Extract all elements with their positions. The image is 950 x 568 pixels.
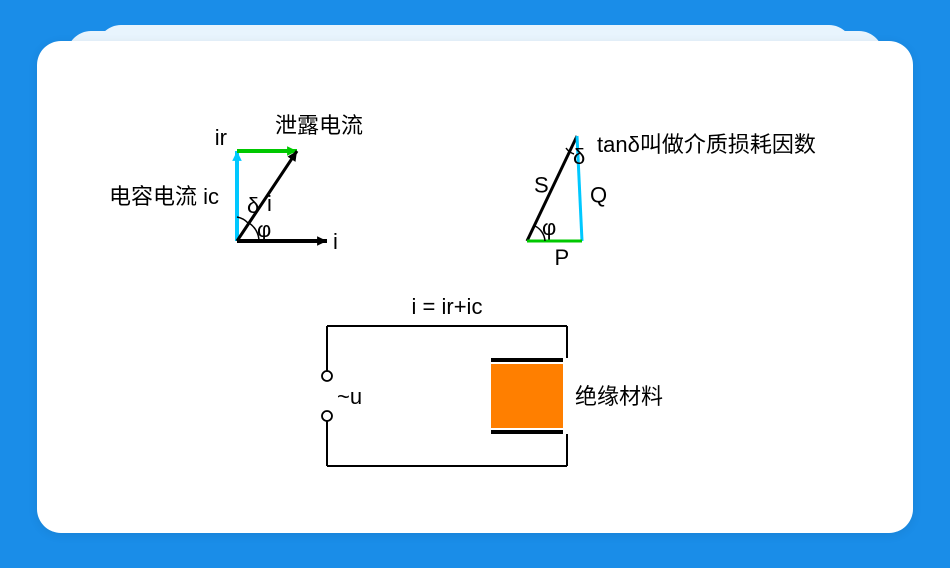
- leakage-current-label: 泄露电流: [275, 113, 363, 138]
- delta-label: δ: [247, 193, 259, 218]
- source-terminal-bottom: [322, 411, 332, 421]
- source-label: ~u: [337, 384, 362, 409]
- ir-label: ir: [215, 125, 227, 150]
- Q-label: Q: [590, 183, 607, 208]
- phi-label: φ: [257, 217, 271, 242]
- material-label: 绝缘材料: [575, 384, 663, 409]
- triangle-delta-label: δ: [573, 144, 585, 169]
- capacitive-current-label: 电容电流 ic: [109, 184, 219, 209]
- diagram-svg: iir泄露电流电容电流 icδφiSQPδφtanδ叫做介质损耗因数i = ir…: [37, 41, 913, 533]
- triangle-phi-label: φ: [542, 215, 556, 240]
- source-terminal-top: [322, 371, 332, 381]
- equation-label: i = ir+ic: [412, 294, 483, 319]
- S-label: S: [534, 173, 549, 198]
- axis-i-label: i: [333, 229, 338, 254]
- diagram-card: iir泄露电流电容电流 icδφiSQPδφtanδ叫做介质损耗因数i = ir…: [37, 41, 913, 533]
- loss-factor-text: tanδ叫做介质损耗因数: [597, 132, 816, 157]
- dielectric-block: [491, 364, 563, 428]
- P-label: P: [555, 245, 570, 270]
- i-vector-label: i: [267, 191, 272, 216]
